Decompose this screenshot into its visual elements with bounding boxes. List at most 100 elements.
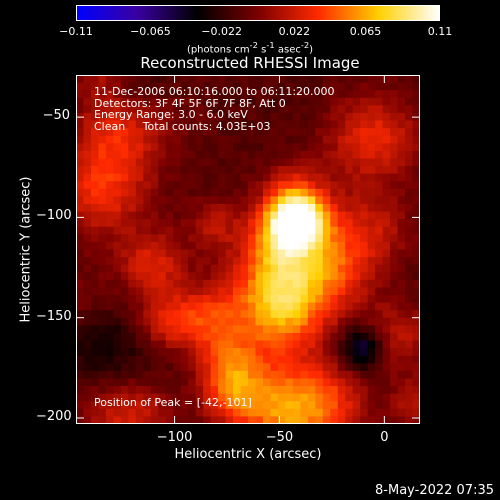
heatmap-cell xyxy=(233,203,242,213)
heatmap-cell xyxy=(128,143,137,152)
heatmap-cell xyxy=(195,188,204,197)
heatmap-cell xyxy=(285,332,294,342)
heatmap-cell xyxy=(240,264,249,273)
heatmap-cell xyxy=(412,226,420,235)
heatmap-cell xyxy=(188,355,197,364)
heatmap-cell xyxy=(352,378,361,387)
heatmap-cell xyxy=(352,302,361,311)
heatmap-cell xyxy=(150,378,159,387)
heatmap-cell xyxy=(315,105,324,114)
heatmap-cell xyxy=(412,386,420,395)
heatmap-cell xyxy=(120,249,129,258)
heatmap-cell xyxy=(382,363,391,372)
heatmap-cell xyxy=(128,135,137,144)
heatmap-cell xyxy=(105,226,114,235)
heatmap-cell xyxy=(277,166,286,175)
heatmap-cell xyxy=(352,249,361,258)
heatmap-cell xyxy=(188,211,197,220)
heatmap-cell xyxy=(375,173,384,182)
heatmap-cell xyxy=(210,196,219,205)
heatmap-cell xyxy=(150,75,159,84)
heatmap-cell xyxy=(143,264,152,273)
heatmap-cell xyxy=(203,249,212,258)
heatmap-cell xyxy=(322,211,331,220)
heatmap-cell xyxy=(367,188,376,197)
heatmap-cell xyxy=(173,97,182,106)
heatmap-cell xyxy=(315,302,324,311)
heatmap-cell xyxy=(367,340,376,349)
heatmap-cell xyxy=(195,150,204,160)
heatmap-cell xyxy=(367,75,376,84)
heatmap-cell xyxy=(352,105,361,114)
x-tick-label: 0 xyxy=(380,430,389,445)
heatmap-cell xyxy=(203,272,212,281)
heatmap-cell xyxy=(135,226,144,235)
heatmap-cell xyxy=(262,370,272,380)
heatmap-cell xyxy=(248,203,257,213)
heatmap-cell xyxy=(285,241,294,251)
heatmap-cell xyxy=(277,219,286,228)
heatmap-cell xyxy=(285,370,294,380)
heatmap-cell xyxy=(390,90,399,99)
heatmap-cell xyxy=(292,75,301,84)
heatmap-cell xyxy=(322,416,331,424)
heatmap-cell xyxy=(390,211,399,220)
heatmap-cell xyxy=(180,416,189,424)
heatmap-cell xyxy=(90,325,100,334)
heatmap-cell xyxy=(382,105,391,114)
heatmap-cell xyxy=(165,325,174,334)
heatmap-cell xyxy=(195,181,204,190)
heatmap-cell xyxy=(307,90,316,99)
heatmap-cell xyxy=(225,234,234,243)
heatmap-cell xyxy=(195,82,204,91)
heatmap-cell xyxy=(188,279,197,289)
heatmap-cell xyxy=(337,188,346,197)
heatmap-cell xyxy=(285,196,294,205)
heatmap-cell xyxy=(83,408,92,418)
heatmap-cell xyxy=(225,196,234,205)
heatmap-cell xyxy=(367,310,376,319)
heatmap-cell xyxy=(330,135,339,144)
heatmap-cell xyxy=(105,82,114,91)
heatmap-cell xyxy=(173,416,182,424)
heatmap-cell xyxy=(165,158,174,167)
heatmap-cell xyxy=(240,332,249,342)
heatmap-cell xyxy=(390,295,399,304)
heatmap-cell xyxy=(150,188,159,197)
heatmap-cell xyxy=(277,150,286,160)
heatmap-cell xyxy=(158,416,167,424)
heatmap-cell xyxy=(195,317,204,326)
heatmap-cell xyxy=(322,264,331,273)
heatmap-cell xyxy=(360,325,369,334)
heatmap-cell xyxy=(345,310,354,319)
heatmap-cell xyxy=(233,355,242,364)
heatmap-cell xyxy=(412,393,420,402)
heatmap-cell xyxy=(76,150,85,160)
heatmap-cell xyxy=(173,226,182,235)
heatmap-cell xyxy=(165,295,174,304)
heatmap-cell xyxy=(195,386,204,395)
heatmap-cell xyxy=(180,302,189,311)
heatmap-cell xyxy=(90,401,100,410)
heatmap-cell xyxy=(390,348,399,357)
heatmap-cell xyxy=(120,272,129,281)
heatmap-cell xyxy=(322,325,331,334)
heatmap-cell xyxy=(255,378,264,387)
heatmap-cell xyxy=(143,363,152,372)
heatmap-cell xyxy=(180,188,189,197)
heatmap-cell xyxy=(76,272,85,281)
heatmap-cell xyxy=(285,264,294,273)
heatmap-cell xyxy=(240,287,249,296)
heatmap-cell xyxy=(315,120,324,129)
y-tick-label: −200 xyxy=(36,408,72,424)
heatmap-cell xyxy=(322,241,331,251)
heatmap-cell xyxy=(203,355,212,364)
y-tick-label: −100 xyxy=(36,208,72,224)
heatmap-cell xyxy=(180,325,189,334)
heatmap-cell xyxy=(367,378,376,387)
heatmap-cell xyxy=(345,234,354,243)
heatmap-cell xyxy=(76,135,85,144)
heatmap-cell xyxy=(135,112,144,122)
heatmap-cell xyxy=(352,234,361,243)
heatmap-cell xyxy=(240,219,249,228)
